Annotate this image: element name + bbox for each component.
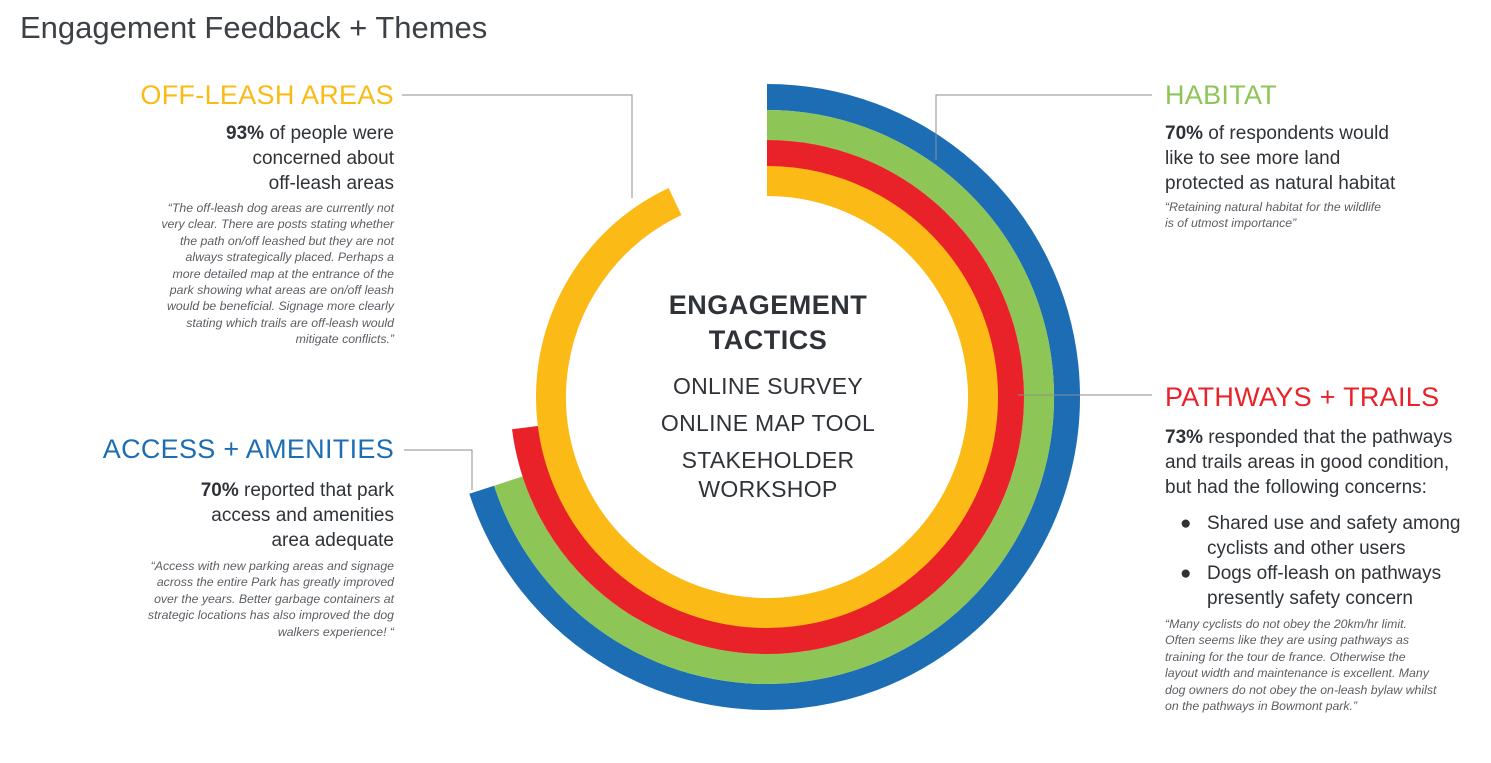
off-leash-heading: OFF-LEASH AREAS <box>140 80 394 110</box>
stat-text: of respondents would <box>1203 123 1389 144</box>
quote-line: “Access with new parking areas and signa… <box>150 559 394 573</box>
quote-line: park showing what areas are on/off leash <box>169 283 394 298</box>
off-leash-quote: “The off-leash dog areas are currently n… <box>161 200 394 348</box>
quote-line: “Retaining natural habitat for the wildl… <box>1165 200 1382 214</box>
access-quote: “Access with new parking areas and signa… <box>148 558 394 640</box>
quote-line: mitigate conflicts.” <box>295 332 394 347</box>
stat-value: 73% <box>1165 427 1204 448</box>
habitat-stat: 70% of respondents would like to see mor… <box>1165 121 1395 196</box>
stat-text: access and amenities <box>211 505 394 526</box>
tactic-online-survey: ONLINE SURVEY <box>618 372 918 401</box>
leader-off-leash <box>402 94 633 198</box>
stat-value: 93% <box>226 123 265 144</box>
pathways-concerns: ● Shared use and safety among cyclists a… <box>1165 511 1461 611</box>
bullet-icon: ● <box>1180 513 1192 534</box>
tactic-online-map-tool: ONLINE MAP TOOL <box>618 409 918 438</box>
stat-value: 70% <box>200 480 239 501</box>
off-leash-stat: 93% of people were concerned about off-l… <box>226 121 394 196</box>
stat-text: but had the following concerns: <box>1165 477 1427 498</box>
quote-line: walkers experience! “ <box>277 624 394 639</box>
quote-line: the path on/off leashed but they are not <box>180 233 394 248</box>
pathways-heading: PATHWAYS + TRAILS <box>1165 382 1440 412</box>
center-title-line: TACTICS <box>708 325 828 355</box>
leader-habitat <box>935 94 1152 160</box>
quote-line: Often seems like they are using pathways… <box>1165 633 1410 648</box>
quote-line: very clear. There are posts stating whet… <box>161 217 394 232</box>
quote-line: strategic locations has also improved th… <box>147 608 394 623</box>
quote-line: is of utmost importance” <box>1165 216 1297 231</box>
engagement-tactics: ENGAGEMENT TACTICS ONLINE SURVEY ONLINE … <box>618 288 918 504</box>
bullet-icon: ● <box>1180 563 1192 584</box>
list-item-text: cyclists and other users <box>1207 538 1406 559</box>
quote-line: layout width and maintenance is excellen… <box>1165 666 1429 681</box>
pathways-stat: 73% responded that the pathways and trai… <box>1165 425 1452 500</box>
quote-line: more detailed map at the entrance of the <box>172 266 394 281</box>
list-item: ● Dogs off-leash on pathways presently s… <box>1165 561 1461 611</box>
center-title: ENGAGEMENT TACTICS <box>618 288 918 358</box>
tactic-label: WORKSHOP <box>698 476 838 502</box>
page-title: Engagement Feedback + Themes <box>20 10 488 45</box>
tactic-label: ONLINE MAP TOOL <box>660 410 876 436</box>
habitat-quote: “Retaining natural habitat for the wildl… <box>1165 199 1381 232</box>
list-item-text: Dogs off-leash on pathways <box>1207 563 1442 584</box>
ring-off-leash-areas <box>536 166 998 628</box>
access-stat: 70% reported that park access and amenit… <box>201 478 394 553</box>
quote-line: “Many cyclists do not obey the 20km/hr l… <box>1165 617 1407 631</box>
list-item-text: presently safety concern <box>1207 588 1413 609</box>
stat-text: responded that the pathways <box>1203 427 1453 448</box>
quote-line: would be beneficial. Signage more clearl… <box>167 299 394 314</box>
stat-text: reported that park <box>238 480 394 501</box>
ring-access-amenities <box>469 84 1080 710</box>
quote-line: stating which trails are off-leash would <box>186 315 394 330</box>
center-title-line: ENGAGEMENT <box>668 290 868 320</box>
quote-line: over the years. Better garbage container… <box>154 591 394 606</box>
ring-pathways-trails <box>512 140 1024 654</box>
pathways-quote: “Many cyclists do not obey the 20km/hr l… <box>1165 616 1436 714</box>
stat-text: and trails areas in good condition, <box>1165 452 1450 473</box>
quote-line: always strategically placed. Perhaps a <box>185 250 394 265</box>
tactic-stakeholder-workshop: STAKEHOLDER WORKSHOP <box>618 446 918 504</box>
stat-text: of people were <box>264 123 394 144</box>
stat-text: protected as natural habitat <box>1165 173 1396 194</box>
leader-access <box>404 449 473 490</box>
tactic-label: STAKEHOLDER <box>681 447 855 473</box>
access-heading: ACCESS + AMENITIES <box>102 434 394 464</box>
stat-text: off-leash areas <box>268 173 394 194</box>
quote-line: training for the tour de france. Otherwi… <box>1165 649 1406 664</box>
stat-text: like to see more land <box>1165 148 1341 169</box>
quote-line: on the pathways in Bowmont park.” <box>1165 699 1358 714</box>
stat-value: 70% <box>1165 123 1204 144</box>
quote-line: “The off-leash dog areas are currently n… <box>167 201 394 215</box>
list-item-text: Shared use and safety among <box>1207 513 1461 534</box>
tactic-label: ONLINE SURVEY <box>672 373 864 399</box>
habitat-heading: HABITAT <box>1165 80 1278 110</box>
list-item: ● Shared use and safety among cyclists a… <box>1165 511 1461 561</box>
stat-text: area adequate <box>271 530 394 551</box>
ring-habitat <box>494 110 1054 684</box>
quote-line: dog owners do not obey the on-leash byla… <box>1165 682 1437 697</box>
quote-line: across the entire Park has greatly impro… <box>156 575 394 590</box>
stat-text: concerned about <box>252 148 394 169</box>
